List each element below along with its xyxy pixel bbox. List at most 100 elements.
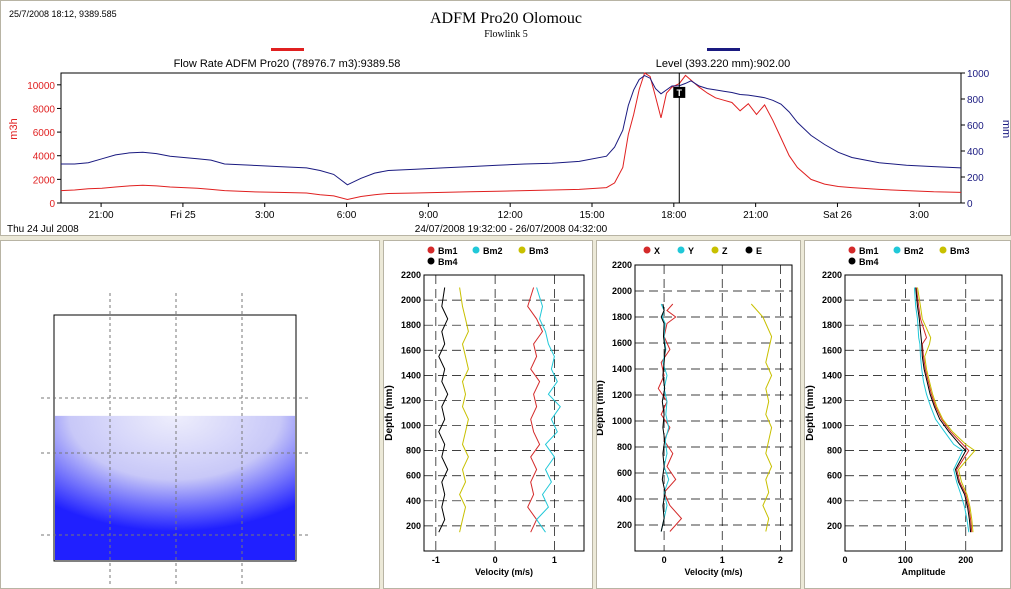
x-tick-label: Fri 25 xyxy=(170,210,196,221)
profile-series-bm2 xyxy=(913,287,970,533)
legend-label-e: E xyxy=(756,246,762,256)
profile-y-axis-label: Depth (mm) xyxy=(384,385,395,441)
profile-y-tick-label: 1800 xyxy=(822,320,842,330)
legend-marker-bm2 xyxy=(472,246,480,254)
legend-marker-bm2 xyxy=(893,246,901,254)
profile-y-tick-label: 600 xyxy=(827,471,842,481)
x-tick-label: 18:00 xyxy=(661,210,686,221)
profile-y-tick-label: 1600 xyxy=(612,338,632,348)
profile-y-tick-label: 2200 xyxy=(401,270,421,280)
x-tick-label: 21:00 xyxy=(743,210,768,221)
profile-series-bm3 xyxy=(917,287,976,533)
legend-marker-y xyxy=(677,246,685,254)
profile-y-tick-label: 1800 xyxy=(401,320,421,330)
velocity-profile-chart[interactable]: 200 400 600 800 1000 1200 1400 1600 1800 2000 2200… xyxy=(384,241,593,589)
legend-marker-bm3 xyxy=(939,246,947,254)
profile-plot-area xyxy=(844,274,1003,552)
timeseries-panel: 25/7/2008 18:12, 9389.585 ADFM Pro20 Olo… xyxy=(0,0,1011,236)
profile-series-bm2 xyxy=(535,287,561,533)
y-tick-label-left: 4000 xyxy=(33,152,56,163)
amplitude-profile-panel: 200 400 600 800 1000 1200 1400 1600 1800 2000 2200… xyxy=(804,240,1011,589)
y-tick-label-left: 8000 xyxy=(33,104,56,115)
legend-label-bm1: Bm1 xyxy=(438,246,458,256)
profile-y-tick-label: 1400 xyxy=(612,364,632,374)
profile-y-tick-label: 1400 xyxy=(401,370,421,380)
level-series xyxy=(61,75,962,186)
component-profile-chart[interactable]: 200 400 600 800 1000 1200 1400 1600 1800 2000 2200… xyxy=(597,241,801,589)
profile-y-tick-label: 1000 xyxy=(822,421,842,431)
profile-x-axis-label: Velocity (m/s) xyxy=(684,567,742,577)
legend-label-bm1: Bm1 xyxy=(859,246,879,256)
cursor-marker xyxy=(673,86,686,98)
profile-series-z xyxy=(750,303,773,532)
legend-marker-bm4 xyxy=(848,257,856,265)
x-tick-label: 9:00 xyxy=(419,210,439,221)
profile-y-tick-label: 200 xyxy=(617,520,632,530)
profile-y-tick-label: 2000 xyxy=(612,286,632,296)
profile-y-tick-label: 1600 xyxy=(822,345,842,355)
y-tick-label-right: 800 xyxy=(967,95,984,106)
legend-label-bm4: Bm4 xyxy=(859,257,879,267)
profile-y-tick-label: 1200 xyxy=(612,390,632,400)
profile-y-tick-label: 2000 xyxy=(822,295,842,305)
profile-x-tick-label: -1 xyxy=(432,555,440,565)
profile-y-tick-label: 2000 xyxy=(401,295,421,305)
profile-series-e xyxy=(660,303,666,532)
profile-series-x xyxy=(657,303,683,532)
y-tick-label-right: 200 xyxy=(967,173,984,184)
x-axis-start-date: Thu 24 Jul 2008 xyxy=(7,224,79,235)
legend-label-bm2: Bm2 xyxy=(904,246,924,256)
x-tick-label: 21:00 xyxy=(89,210,114,221)
x-tick-label: 3:00 xyxy=(910,210,930,221)
profile-y-axis-label: Depth (mm) xyxy=(597,380,606,436)
timeseries-chart[interactable]: 25/7/2008 18:12, 9389.585 ADFM Pro20 Olo… xyxy=(1,1,1011,236)
legend-label-bm3: Bm3 xyxy=(529,246,549,256)
cross-section-chart[interactable] xyxy=(1,241,380,589)
amplitude-profile-chart[interactable]: 2004006008001000120014001600180020002200… xyxy=(805,241,1011,589)
legend-label-y: Y xyxy=(688,246,694,256)
x-tick-label: Sat 26 xyxy=(823,210,852,221)
profile-x-tick-label: 0 xyxy=(662,555,667,565)
legend-marker-z xyxy=(711,246,719,254)
chart-title: ADFM Pro20 Olomouc xyxy=(430,10,582,27)
cross-section-panel xyxy=(0,240,380,589)
profile-y-tick-label: 200 xyxy=(827,521,842,531)
flow-rate-series xyxy=(60,72,962,201)
profile-y-tick-label: 2200 xyxy=(612,260,632,270)
profile-x-tick-label: 2 xyxy=(778,555,783,565)
x-tick-label: 15:00 xyxy=(579,210,604,221)
profile-y-tick-label: 800 xyxy=(617,442,632,452)
legend-marker-e xyxy=(745,246,753,254)
y-tick-label-left: 2000 xyxy=(33,175,56,186)
profile-x-tick-label: 100 xyxy=(898,555,913,565)
profile-plot-area xyxy=(634,264,793,552)
profile-y-tick-label: 1000 xyxy=(612,416,632,426)
legend-marker-bm1 xyxy=(427,246,435,254)
profile-y-tick-label: 1400 xyxy=(822,370,842,380)
legend-label-bm3: Bm3 xyxy=(950,246,970,256)
legend-label-z: Z xyxy=(722,246,728,256)
profile-y-tick-label: 2200 xyxy=(822,270,842,280)
component-profile-panel: 200 400 600 800 1000 1200 1400 1600 1800 2000 2200… xyxy=(596,240,801,589)
profile-plot-area xyxy=(423,274,585,552)
chart-subtitle: Flowlink 5 xyxy=(484,29,528,40)
legend-marker-bm4 xyxy=(427,257,435,265)
profile-y-tick-label: 600 xyxy=(406,471,421,481)
profile-series-bm4 xyxy=(438,287,449,533)
profile-y-tick-label: 400 xyxy=(406,496,421,506)
legend-label-bm2: Bm2 xyxy=(483,246,503,256)
profile-x-tick-label: 0 xyxy=(493,555,498,565)
profile-y-tick-label: 400 xyxy=(617,494,632,504)
profile-series-bm1 xyxy=(915,287,973,533)
y-tick-label-left: 6000 xyxy=(33,128,56,139)
profile-y-tick-label: 800 xyxy=(827,446,842,456)
legend-label-x: X xyxy=(654,246,660,256)
water-fill xyxy=(55,415,295,560)
profile-x-tick-label: 0 xyxy=(842,555,847,565)
profile-y-tick-label: 1800 xyxy=(612,312,632,322)
profile-y-tick-label: 200 xyxy=(406,521,421,531)
x-tick-label: 6:00 xyxy=(337,210,357,221)
time-range-label: 24/07/2008 19:32:00 - 26/07/2008 04:32:0… xyxy=(415,224,608,235)
profile-x-axis-label: Amplitude xyxy=(902,567,946,577)
legend-label-level: Level (393.220 mm):902.00 xyxy=(656,58,791,70)
